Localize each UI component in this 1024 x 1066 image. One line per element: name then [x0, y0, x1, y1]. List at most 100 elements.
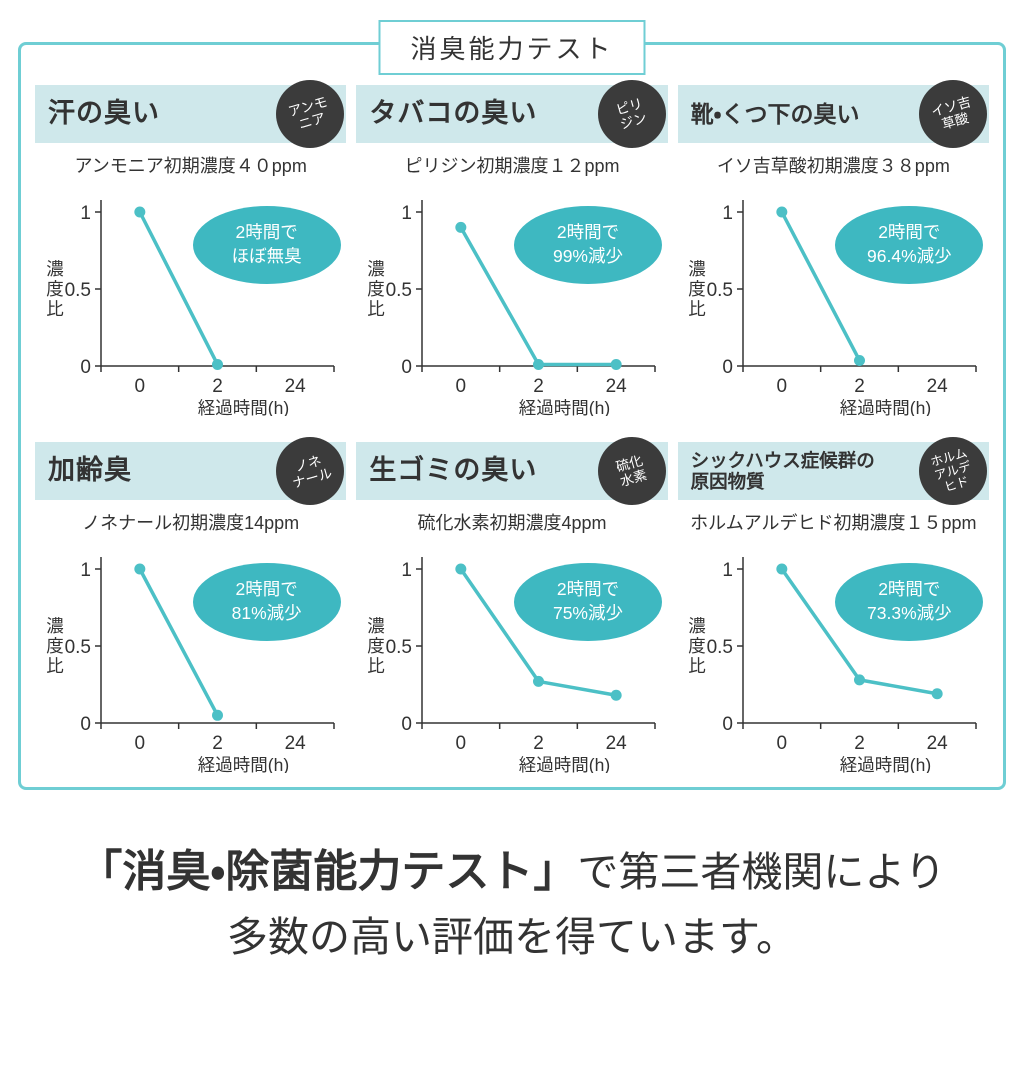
svg-text:0: 0 [456, 733, 467, 754]
odor-panel-tobacco: タバコの臭い ピリ ジン ピリジン初期濃度１２ppm 0 2 24 1 0.5 0 濃度比経過… [356, 80, 668, 416]
odor-panel-garbage: 生ゴミの臭い 硫化 水素 硫化水素初期濃度4ppm 0 2 24 1 0.5 0 濃度比経過時… [356, 437, 668, 773]
footer-line1-bold: 「消臭・除菌能力テスト」 [78, 847, 578, 896]
svg-text:0: 0 [723, 357, 734, 378]
panel-title: 加齢臭 [48, 455, 132, 486]
result-bubble: 2時間で 75%減少 [513, 563, 662, 641]
panel-header: タバコの臭い ピリ ジン [356, 80, 668, 148]
svg-text:0.5: 0.5 [707, 280, 733, 301]
odor-panel-aging: 加齢臭 ノネ ナール ノネナール初期濃度14ppm 0 2 24 1 0.5 0 濃度比経過時… [35, 437, 347, 773]
svg-text:濃: 濃 [689, 616, 707, 636]
svg-text:度: 度 [46, 279, 64, 299]
chemical-badge-label: ピリ ジン [614, 95, 649, 133]
svg-text:比: 比 [689, 656, 707, 676]
panel-header: シックハウス症候群の 原因物質 ホルム アルデ ヒド [677, 437, 989, 505]
svg-text:濃: 濃 [367, 616, 385, 636]
bubble-line1: 2時間で [556, 222, 620, 243]
svg-text:2: 2 [212, 376, 223, 397]
chemical-badge: 硫化 水素 [597, 437, 666, 505]
svg-text:経過時間(h): 経過時間(h) [197, 755, 288, 773]
footer-line1: 「消臭・除菌能力テスト」で第三者機関により [0, 838, 1024, 906]
chemical-badge: ノネ ナール [276, 437, 345, 505]
bubble-line1: 2時間で [878, 222, 941, 243]
svg-text:24: 24 [284, 733, 306, 754]
svg-text:1: 1 [723, 560, 734, 581]
initial-concentration-label: ホルムアルデヒド初期濃度１５ppm [690, 513, 977, 533]
chemical-badge-label: アンモ ニア [286, 93, 330, 133]
chart-area: 0 2 24 1 0.5 0 濃度比経過時間(h) 2時間で 99%減少 [362, 180, 662, 416]
result-bubble: 2時間で 99%減少 [513, 206, 662, 284]
svg-text:0.5: 0.5 [64, 280, 90, 301]
chemical-badge-label: ホルム アルデ ヒド [929, 445, 973, 495]
svg-text:0: 0 [401, 714, 412, 735]
result-bubble: 2時間で 73.3%減少 [835, 563, 984, 641]
chemical-badge-label: 硫化 水素 [614, 452, 649, 490]
svg-text:比: 比 [367, 656, 385, 676]
svg-text:濃: 濃 [46, 259, 64, 279]
svg-text:1: 1 [80, 560, 91, 581]
result-bubble: 2時間で 81%減少 [192, 563, 341, 641]
svg-text:2: 2 [855, 733, 866, 754]
svg-text:24: 24 [606, 733, 628, 754]
initial-concentration-label: 硫化水素初期濃度4ppm [417, 513, 607, 533]
initial-concentration-label: イソ吉草酸初期濃度３８ppm [716, 156, 950, 176]
footer-text: 「消臭・除菌能力テスト」で第三者機関により 多数の高い評価を得ています。 [0, 838, 1024, 970]
svg-text:比: 比 [689, 299, 707, 319]
bubble-line2: 75%減少 [552, 603, 623, 623]
panel-header: 加齢臭 ノネ ナール [35, 437, 347, 505]
bubble-line2: 99%減少 [552, 246, 623, 266]
svg-text:度: 度 [46, 636, 64, 656]
svg-text:経過時間(h): 経過時間(h) [840, 398, 931, 416]
svg-text:1: 1 [723, 203, 734, 224]
chemical-badge-label: イソ吉 草酸 [929, 93, 973, 133]
svg-text:0: 0 [456, 376, 467, 397]
svg-text:0: 0 [723, 714, 734, 735]
svg-text:0: 0 [401, 357, 412, 378]
chart-area: 0 2 24 1 0.5 0 濃度比経過時間(h) 2時間で 73.3%減少 [683, 537, 984, 773]
bubble-line2: 81%減少 [231, 603, 302, 623]
svg-text:0.5: 0.5 [386, 637, 412, 658]
svg-text:濃: 濃 [689, 259, 707, 279]
svg-text:0: 0 [80, 714, 91, 735]
chart-area: 0 2 24 1 0.5 0 濃度比経過時間(h) 2時間で 81%減少 [41, 537, 341, 773]
svg-text:0.5: 0.5 [386, 280, 412, 301]
chemical-badge: ホルム アルデ ヒド [919, 437, 987, 505]
initial-concentration-label: ピリジン初期濃度１２ppm [404, 156, 620, 176]
svg-text:0: 0 [80, 357, 91, 378]
odor-panel-sickhouse: シックハウス症候群の 原因物質 ホルム アルデ ヒド ホルムアルデヒド初期濃度１５p… [677, 437, 989, 773]
svg-text:1: 1 [80, 203, 91, 224]
bubble-line2: ほぼ無臭 [231, 246, 302, 266]
svg-text:1: 1 [401, 203, 412, 224]
footer-line1-rest: で第三者機関により [577, 849, 946, 895]
chart-area: 0 2 24 1 0.5 0 濃度比経過時間(h) 2時間で 96.4%減少 [683, 180, 984, 416]
panel-header: 靴・くつ下の臭い イソ吉 草酸 [677, 80, 989, 148]
initial-concentration-label: ノネナール初期濃度14ppm [82, 513, 300, 533]
svg-text:比: 比 [46, 656, 64, 676]
svg-text:0: 0 [777, 733, 788, 754]
svg-text:1: 1 [401, 560, 412, 581]
panel-title: タバコの臭い [369, 98, 538, 129]
bubble-line2: 73.3%減少 [867, 603, 952, 623]
footer-line2: 多数の高い評価を得ています。 [227, 914, 797, 961]
svg-text:経過時間(h): 経過時間(h) [197, 398, 288, 416]
charts-grid: 汗の臭い アンモ ニア アンモニア初期濃度４０ppm 0 2 24 1 0.5 0 濃度比経過… [35, 80, 989, 773]
chart-area: 0 2 24 1 0.5 0 濃度比経過時間(h) 2時間で ほぼ無臭 [41, 180, 341, 416]
svg-text:24: 24 [284, 376, 306, 397]
svg-text:度: 度 [689, 279, 707, 299]
odor-panel-sweat: 汗の臭い アンモ ニア アンモニア初期濃度４０ppm 0 2 24 1 0.5 0 濃度比経過… [35, 80, 347, 416]
svg-text:2: 2 [533, 733, 544, 754]
svg-text:経過時間(h): 経過時間(h) [519, 755, 610, 773]
svg-text:0: 0 [134, 376, 145, 397]
svg-text:2: 2 [533, 376, 544, 397]
panel-title: 生ゴミの臭い [369, 455, 538, 486]
svg-text:度: 度 [367, 279, 385, 299]
chemical-badge-label: ノネ ナール [290, 452, 334, 492]
svg-text:0: 0 [777, 376, 788, 397]
panel-title: 汗の臭い [48, 98, 160, 129]
bubble-line1: 2時間で [235, 222, 298, 243]
svg-text:0: 0 [134, 733, 145, 754]
